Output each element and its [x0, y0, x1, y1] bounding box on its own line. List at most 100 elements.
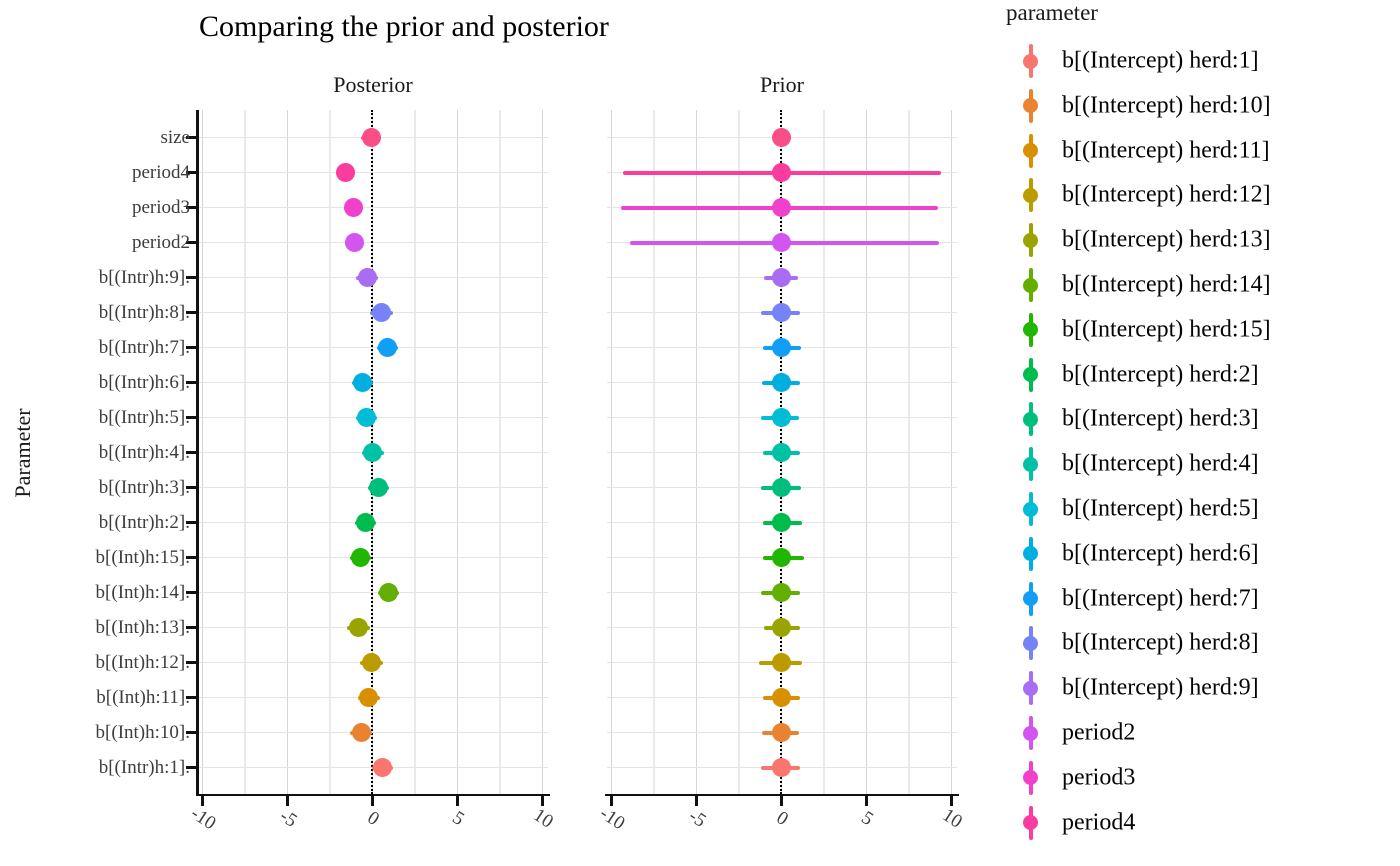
- legend: parameter b[(Intercept) herd:1] b[(Interc…: [1005, 0, 1400, 866]
- y-tick-mark: [186, 731, 196, 734]
- x-tick-mark: [456, 796, 459, 806]
- legend-entry-label: b[(Intercept) herd:6]: [1062, 540, 1259, 567]
- point-posterior: [371, 303, 391, 322]
- legend-key-dot: [1023, 187, 1038, 203]
- x-tick-mark: [541, 796, 544, 806]
- point-prior: [772, 618, 791, 637]
- point-prior: [772, 443, 791, 462]
- point-posterior: [363, 443, 383, 462]
- legend-entry-label: b[(Intercept) herd:14]: [1062, 271, 1271, 298]
- legend-key-dot: [1023, 680, 1038, 696]
- legend-entry: b[(Intercept) herd:9]: [1005, 668, 1400, 708]
- legend-entry-label: b[(Intercept) herd:15]: [1062, 316, 1271, 343]
- point-posterior: [361, 128, 381, 147]
- legend-key-dot: [1023, 635, 1038, 651]
- plot-title: Comparing the prior and posterior: [199, 10, 609, 43]
- legend-entry-label: b[(Intercept) herd:1]: [1062, 47, 1259, 74]
- y-tick-mark: [186, 451, 196, 454]
- legend-key-dot: [1023, 232, 1038, 248]
- point-posterior: [345, 233, 365, 252]
- y-tick-mark: [186, 241, 196, 244]
- panel-posterior: -10 -5 0 5 10: [186, 110, 556, 834]
- legend-entry-label: b[(Intercept) herd:12]: [1062, 181, 1271, 208]
- point-posterior: [379, 583, 399, 602]
- legend-entry-label: b[(Intercept) herd:4]: [1062, 450, 1259, 477]
- point-posterior: [357, 408, 377, 427]
- legend-key-dot: [1023, 277, 1038, 293]
- legend-title: parameter: [1006, 0, 1098, 25]
- legend-key-dot: [1023, 725, 1038, 741]
- x-axis-line: [605, 793, 959, 796]
- y-tick-mark: [186, 766, 196, 769]
- legend-entry: b[(Intercept) herd:6]: [1005, 534, 1400, 574]
- point-prior: [772, 198, 791, 217]
- point-prior: [772, 478, 791, 497]
- y-tick-mark: [186, 206, 196, 209]
- point-posterior: [369, 478, 389, 497]
- y-tick-label: period2: [131, 231, 190, 253]
- x-tick-mark: [371, 796, 374, 806]
- x-tick-mark: [865, 796, 868, 806]
- y-tick-label: b[(Intr)h:1].: [98, 756, 190, 778]
- legend-key-dot: [1023, 98, 1038, 114]
- panel-prior: -10 -5 0 5 10: [595, 110, 965, 834]
- legend-key-dot: [1023, 143, 1038, 159]
- y-tick-label: b[(Int)h:11].: [96, 686, 190, 708]
- legend-entry-label: b[(Intercept) herd:10]: [1062, 92, 1271, 119]
- point-prior: [772, 373, 791, 392]
- y-tick-label: b[(Intr)h:6].: [98, 371, 190, 393]
- legend-entry: b[(Intercept) herd:1]: [1005, 41, 1400, 81]
- y-tick-mark: [186, 556, 196, 559]
- y-tick-mark: [186, 136, 196, 139]
- y-tick-mark: [186, 416, 196, 419]
- legend-entry-label: b[(Intercept) herd:8]: [1062, 629, 1259, 656]
- legend-key-dot: [1023, 591, 1038, 607]
- point-prior: [772, 233, 791, 252]
- point-prior: [772, 408, 791, 427]
- point-prior: [772, 723, 791, 742]
- y-tick-label: size: [160, 126, 190, 148]
- legend-entry-label: b[(Intercept) herd:13]: [1062, 226, 1271, 253]
- y-tick-label: b[(Intr)h:4].: [98, 441, 190, 463]
- y-tick-mark: [186, 381, 196, 384]
- point-posterior: [357, 268, 377, 287]
- legend-key-dot: [1023, 411, 1038, 427]
- y-tick-label: b[(Int)h:14].: [95, 581, 190, 603]
- point-prior: [772, 548, 791, 567]
- x-tick-mark: [780, 796, 783, 806]
- legend-entry-label: b[(Intercept) herd:7]: [1062, 585, 1259, 612]
- legend-key-dot: [1023, 546, 1038, 562]
- legend-key-dot: [1023, 367, 1038, 383]
- y-tick-label: b[(Intr)h:2].: [98, 511, 190, 533]
- y-tick-label: b[(Intr)h:5].: [98, 406, 190, 428]
- legend-entry-label: b[(Intercept) herd:2]: [1062, 361, 1259, 388]
- point-prior: [772, 583, 791, 602]
- point-prior: [772, 268, 791, 287]
- y-tick-mark: [186, 171, 196, 174]
- point-prior: [772, 303, 791, 322]
- point-posterior: [336, 163, 356, 182]
- legend-entry: period2: [1005, 713, 1400, 753]
- point-prior: [772, 688, 791, 707]
- y-tick-mark: [186, 521, 196, 524]
- y-tick-label: b[(Int)h:13].: [95, 616, 190, 638]
- legend-key-dot: [1023, 815, 1038, 831]
- legend-entry: b[(Intercept) herd:11]: [1005, 131, 1400, 171]
- point-posterior: [355, 513, 375, 532]
- point-prior: [772, 513, 791, 532]
- y-tick-mark: [186, 486, 196, 489]
- y-tick-mark: [186, 311, 196, 314]
- point-posterior: [343, 198, 363, 217]
- point-posterior: [372, 758, 392, 777]
- point-prior: [772, 338, 791, 357]
- y-tick-label: b[(Intr)h:7].: [98, 336, 190, 358]
- y-tick-mark: [186, 346, 196, 349]
- legend-entry-label: b[(Intercept) herd:11]: [1062, 137, 1270, 164]
- legend-entry: b[(Intercept) herd:8]: [1005, 623, 1400, 663]
- y-axis-line: [196, 110, 199, 796]
- facet-strip-posterior: Posterior: [333, 72, 413, 97]
- legend-entry-label: b[(Intercept) herd:3]: [1062, 405, 1259, 432]
- legend-entry-label: b[(Intercept) herd:5]: [1062, 495, 1259, 522]
- point-posterior: [359, 688, 379, 707]
- legend-key-dot: [1023, 501, 1038, 517]
